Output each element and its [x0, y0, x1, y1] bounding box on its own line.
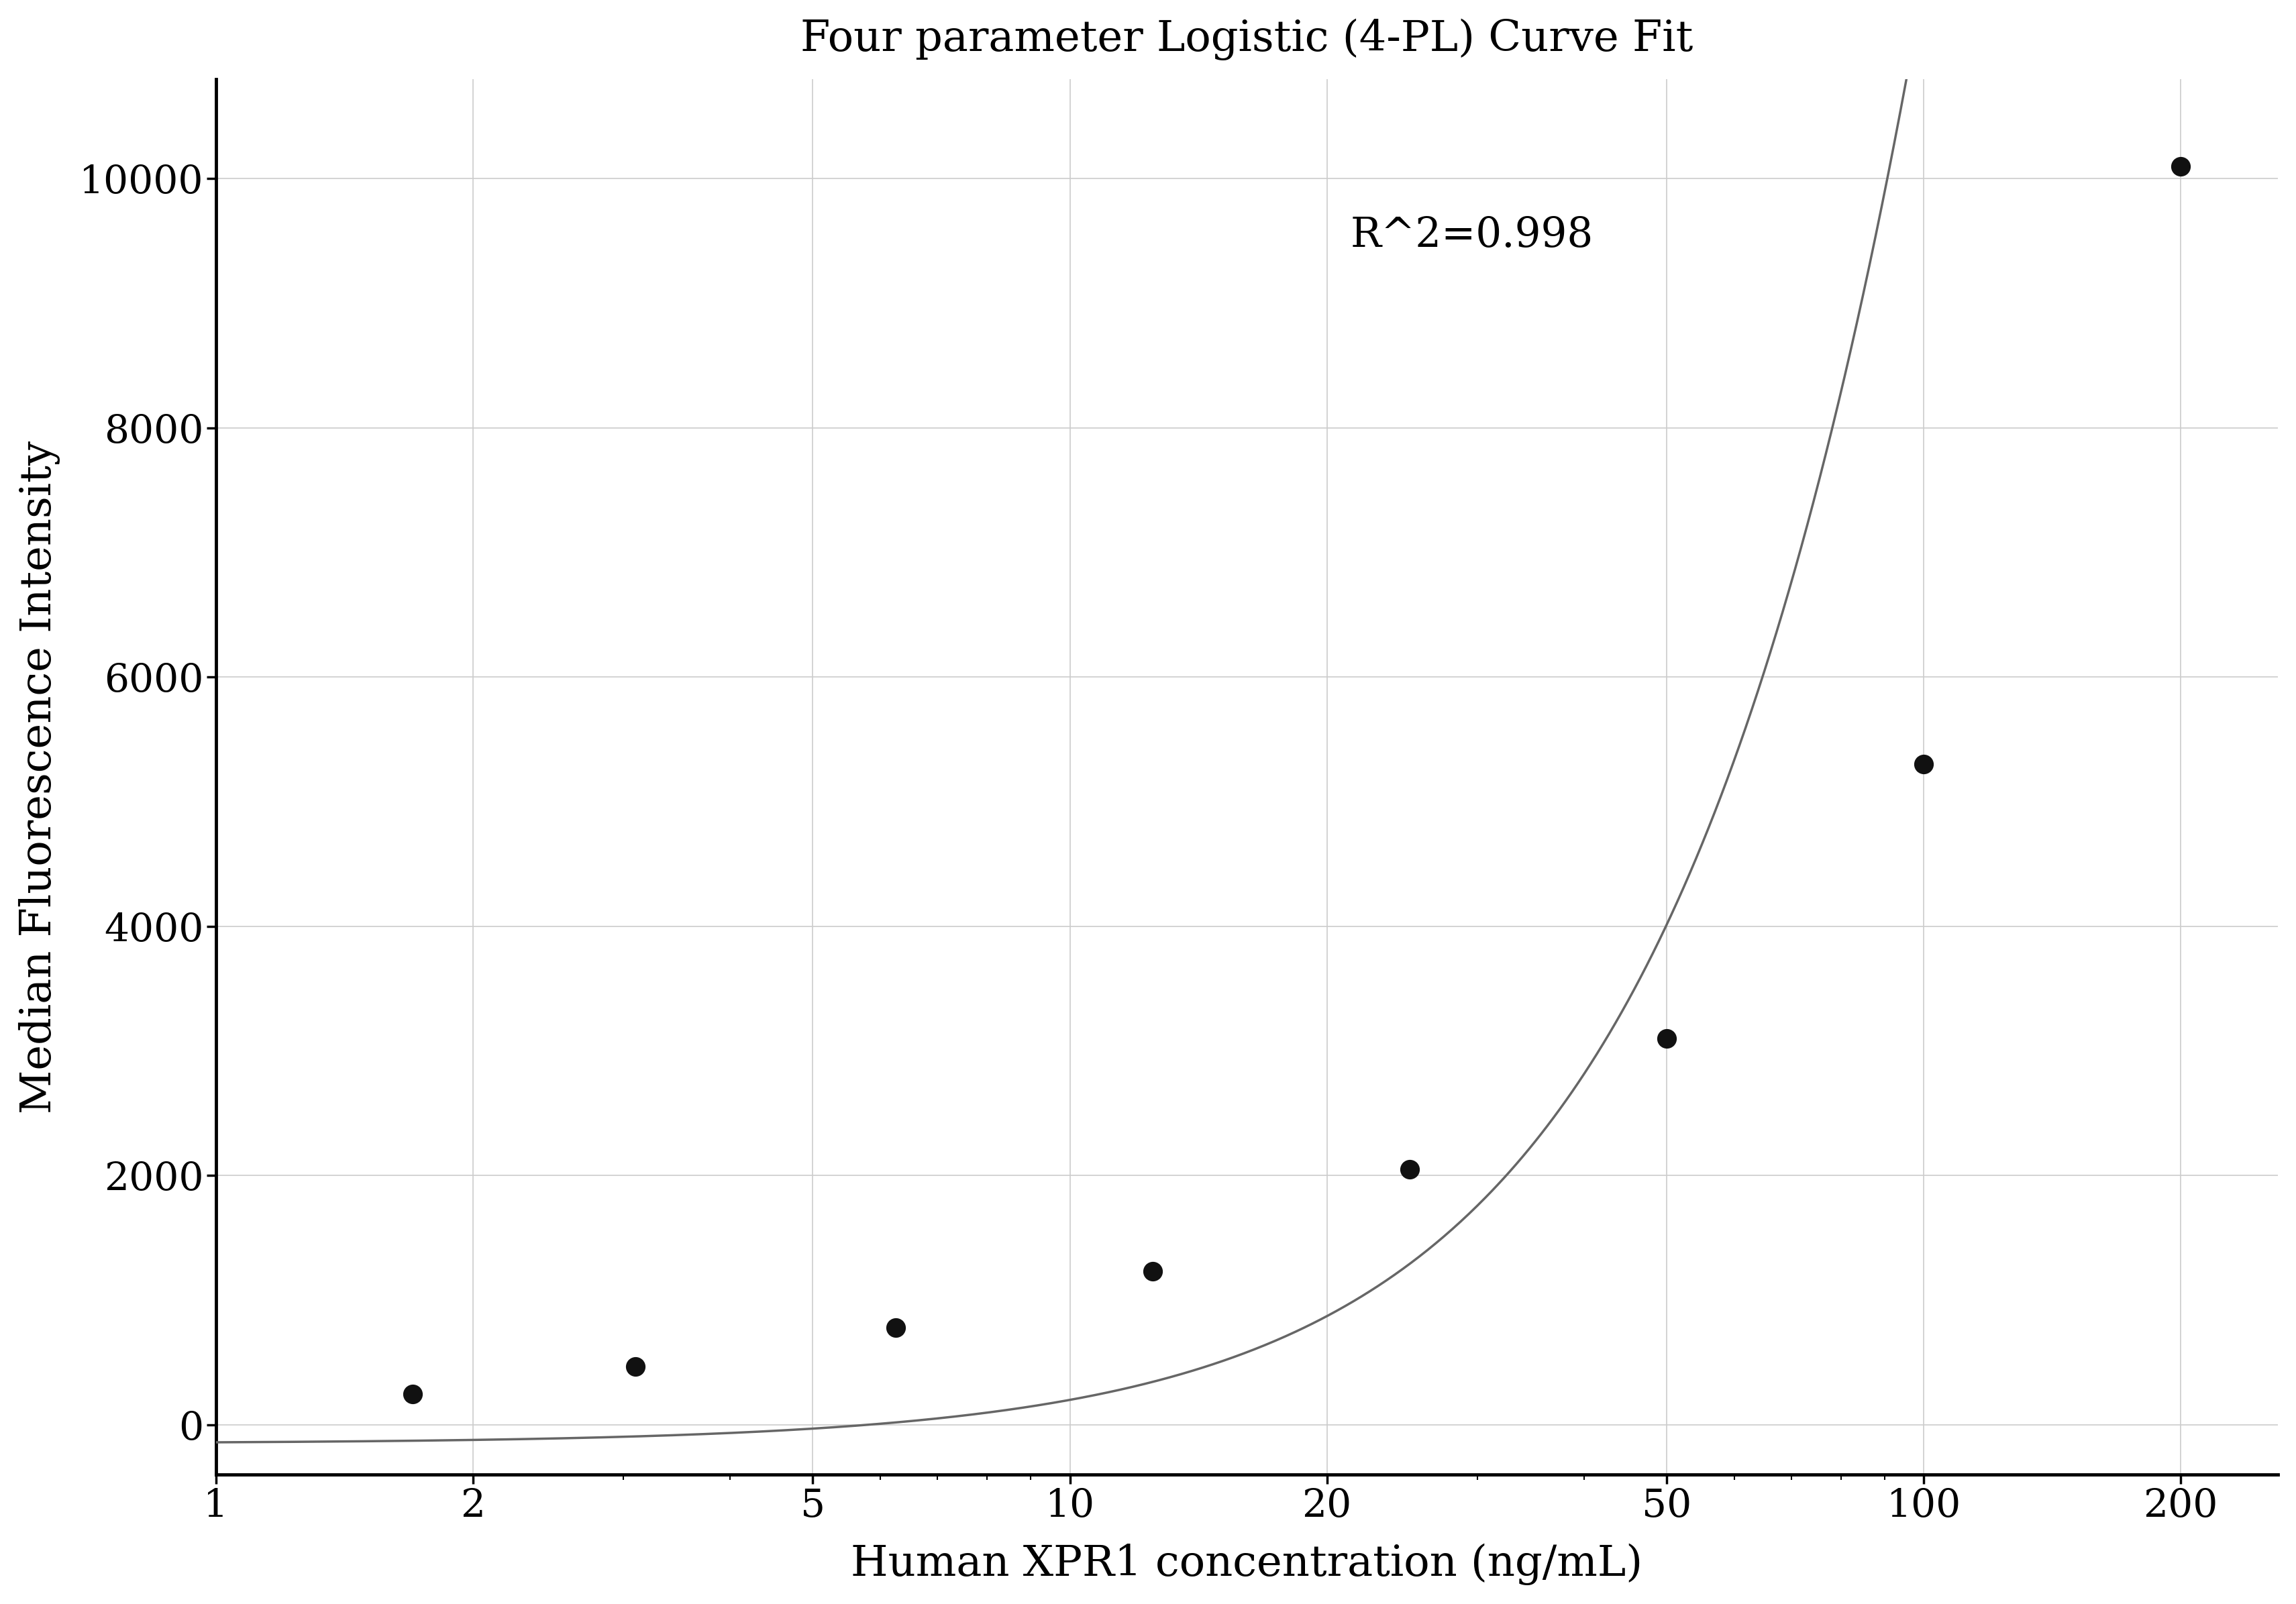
Text: R^2=0.998: R^2=0.998: [1350, 215, 1593, 255]
Point: [395, 1381, 432, 1407]
X-axis label: Human XPR1 concentration (ng/mL): Human XPR1 concentration (ng/mL): [852, 1543, 1642, 1585]
Y-axis label: Median Fluorescence Intensity: Median Fluorescence Intensity: [18, 441, 60, 1113]
Point: [618, 1354, 654, 1379]
Title: Four parameter Logistic (4-PL) Curve Fit: Four parameter Logistic (4-PL) Curve Fit: [801, 19, 1692, 61]
Point: [877, 1315, 914, 1341]
Point: [1649, 1025, 1685, 1051]
Point: [1134, 1259, 1171, 1285]
Point: [1906, 752, 1942, 778]
Point: [2163, 154, 2200, 180]
Point: [1391, 1156, 1428, 1182]
